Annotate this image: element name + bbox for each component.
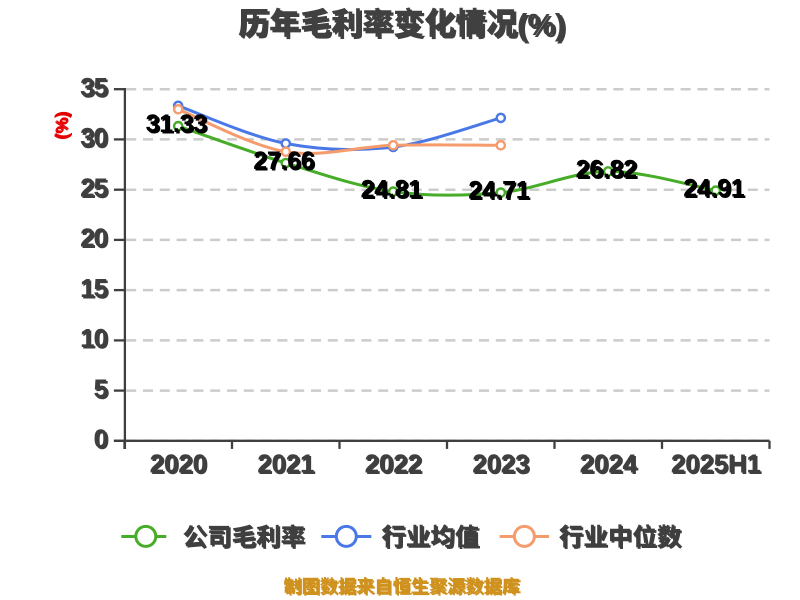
- svg-text:30: 30: [82, 124, 109, 154]
- svg-text:2021: 2021: [259, 450, 316, 480]
- svg-text:31.33: 31.33: [147, 112, 208, 140]
- svg-text:2024: 2024: [580, 449, 638, 479]
- svg-text:(%): (%): [519, 9, 567, 44]
- svg-text:2025H1: 2025H1: [672, 450, 762, 480]
- svg-text:2024: 2024: [581, 450, 639, 480]
- svg-text:24.81: 24.81: [361, 176, 422, 204]
- svg-text:35: 35: [82, 74, 109, 104]
- svg-text:24.91: 24.91: [685, 176, 746, 204]
- svg-text:2020: 2020: [150, 449, 207, 479]
- svg-text:2023: 2023: [474, 450, 531, 480]
- svg-text:20: 20: [82, 224, 109, 254]
- svg-text:10: 10: [80, 323, 107, 353]
- svg-text:25: 25: [82, 174, 109, 204]
- svg-text:24.91: 24.91: [683, 175, 744, 203]
- svg-text:15: 15: [80, 273, 107, 303]
- svg-text:20: 20: [80, 223, 107, 253]
- svg-text:(%): (%): [52, 112, 72, 140]
- svg-text:24.71: 24.71: [468, 177, 529, 205]
- svg-text:27.66: 27.66: [253, 147, 314, 175]
- svg-text:0: 0: [95, 425, 109, 455]
- svg-text:26.82: 26.82: [576, 155, 637, 183]
- svg-text:25: 25: [80, 173, 107, 203]
- svg-text:31.33: 31.33: [146, 110, 207, 138]
- svg-text:5: 5: [95, 375, 109, 405]
- svg-text:2022: 2022: [365, 449, 422, 479]
- svg-text:2021: 2021: [257, 449, 314, 479]
- svg-text:26.82: 26.82: [577, 157, 638, 185]
- svg-text:2025H1: 2025H1: [671, 449, 761, 479]
- svg-text:2023: 2023: [472, 449, 529, 479]
- svg-text:24.81: 24.81: [362, 177, 423, 205]
- svg-text:5: 5: [94, 373, 108, 403]
- svg-text:27.66: 27.66: [255, 149, 316, 177]
- svg-text:30: 30: [80, 122, 107, 152]
- svg-text:10: 10: [82, 325, 109, 355]
- svg-text:2022: 2022: [366, 450, 423, 480]
- svg-text:2020: 2020: [151, 450, 208, 480]
- svg-text:(%): (%): [53, 111, 73, 139]
- svg-text:(%): (%): [517, 7, 565, 42]
- svg-text:35: 35: [80, 72, 107, 102]
- svg-text:15: 15: [82, 274, 109, 304]
- svg-text:24.71: 24.71: [470, 178, 531, 206]
- svg-text:0: 0: [94, 424, 108, 454]
